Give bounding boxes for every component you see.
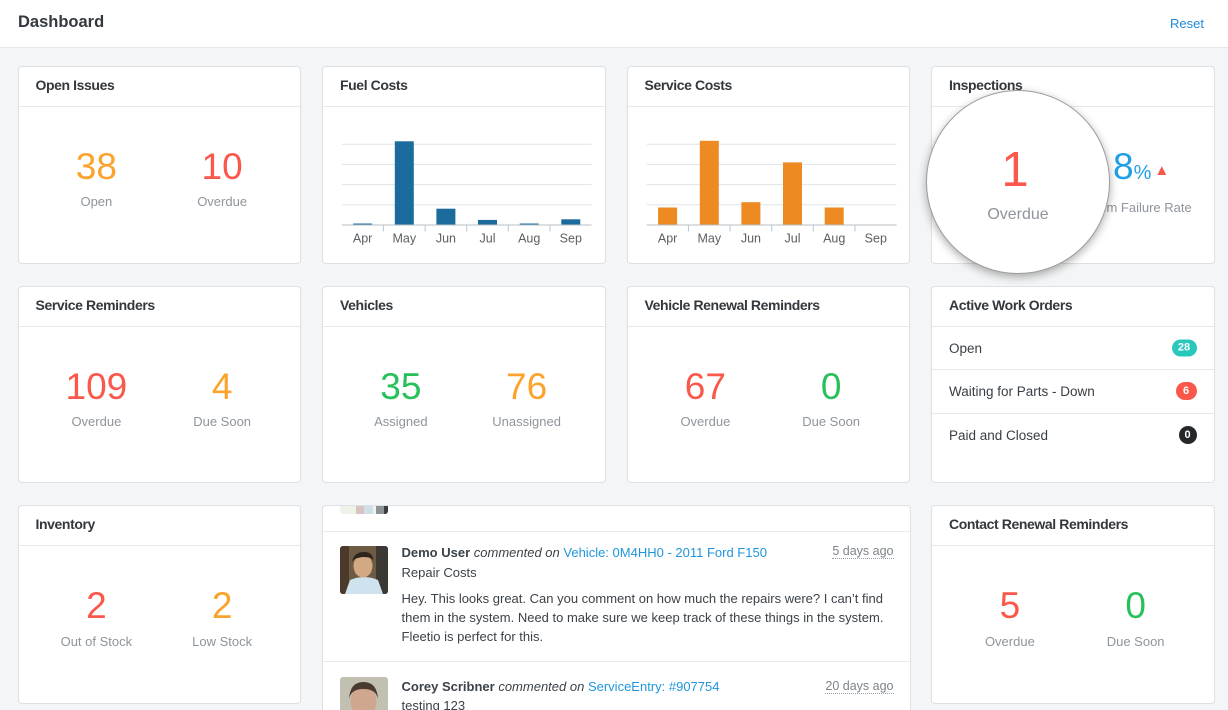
svg-text:May: May [697, 231, 721, 245]
svg-text:Jul: Jul [784, 231, 800, 245]
svg-text:Apr: Apr [657, 231, 676, 245]
svg-text:Sep: Sep [864, 231, 886, 245]
svg-text:Apr: Apr [353, 231, 372, 245]
svg-text:Jun: Jun [740, 231, 760, 245]
svg-text:Jul: Jul [480, 231, 496, 245]
svg-text:May: May [392, 231, 416, 245]
svg-text:Aug: Aug [823, 231, 845, 245]
svg-text:Sep: Sep [560, 231, 582, 245]
svg-text:Aug: Aug [518, 231, 540, 245]
svg-text:Jun: Jun [436, 231, 456, 245]
